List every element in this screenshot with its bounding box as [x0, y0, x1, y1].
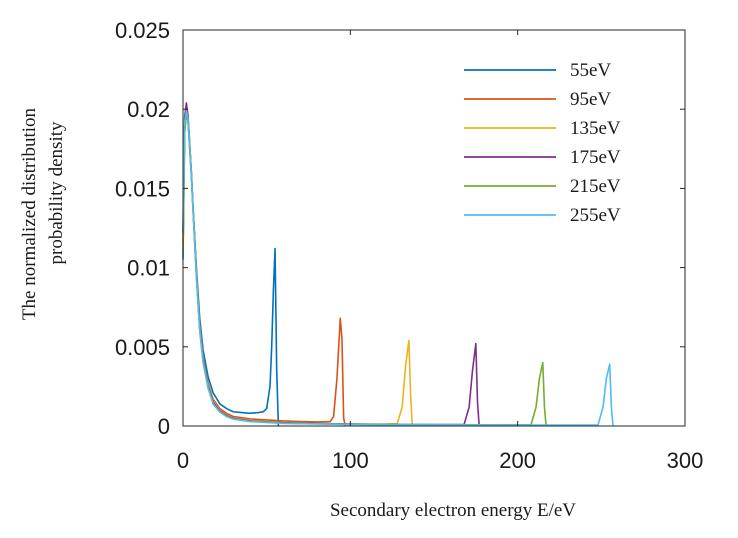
y-tick-label: 0.015	[115, 176, 170, 201]
plot-frame	[182, 29, 686, 427]
series-line-55eV	[182, 111, 280, 427]
x-tick-label: 200	[499, 448, 536, 473]
legend: 55eV 95eV 135eV 175eV 215eV 255eV	[464, 60, 621, 226]
x-tick-label: 100	[332, 448, 369, 473]
y-axis-title-line-2: probability density	[46, 121, 67, 265]
y-axis-title: The normalized distribution	[19, 107, 40, 320]
series-layer	[182, 102, 614, 427]
y-tick-label: 0.02	[127, 97, 170, 122]
series-line-255eV	[182, 109, 614, 427]
y-tick-label: 0.005	[115, 335, 170, 360]
legend-label-255eV: 255eV	[570, 205, 621, 226]
series-line-135eV	[182, 108, 414, 427]
series-line-215eV	[182, 111, 547, 427]
y-tick-label: 0	[158, 414, 170, 439]
series-line-175eV	[182, 102, 480, 427]
legend-label-135eV: 135eV	[570, 118, 621, 139]
x-axis-title: Secondary electron energy E/eV	[330, 500, 576, 521]
x-tick-label: 300	[667, 448, 704, 473]
tick-layer: 0 100 200 300 0 0.005 0.01 0.015 0.02 0.025	[115, 18, 703, 473]
y-axis-title-line-1: The normalized distribution	[19, 107, 40, 320]
y-axis-title: probability density	[46, 121, 67, 265]
y-tick-label: 0.01	[127, 256, 170, 281]
x-tick-label: 0	[177, 448, 189, 473]
legend-label-55eV: 55eV	[570, 60, 611, 81]
legend-label-215eV: 215eV	[570, 176, 621, 197]
y-tick-label: 0.025	[115, 18, 170, 43]
legend-label-95eV: 95eV	[570, 89, 611, 110]
legend-label-175eV: 175eV	[570, 147, 621, 168]
